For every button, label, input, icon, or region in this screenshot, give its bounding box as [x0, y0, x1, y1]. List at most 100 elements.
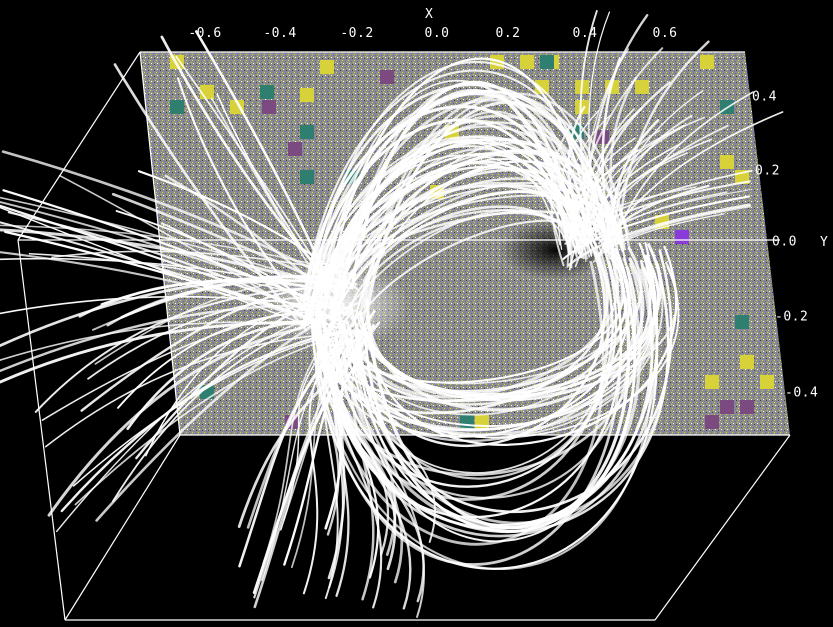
field-line [578, 180, 751, 239]
field-line [0, 295, 326, 315]
field-line [95, 301, 361, 522]
field-line [318, 324, 437, 543]
magnetogram-patch [540, 55, 554, 69]
y-tick-label: 0.0 [772, 234, 797, 250]
magnetogram-patch [740, 400, 754, 414]
field-line [7, 211, 321, 319]
field-line [302, 344, 337, 595]
field-line [322, 317, 348, 600]
x-tick-label: -0.6 [188, 26, 222, 41]
magnetogram-patch [635, 80, 649, 94]
magnetogram-patch [705, 415, 719, 429]
field-line [160, 35, 344, 298]
field-line [557, 110, 600, 250]
field-line [590, 124, 686, 246]
field-line [313, 251, 609, 415]
field-line [55, 317, 312, 533]
field-line [337, 266, 642, 529]
magnetogram-patch [740, 355, 754, 369]
field-line [175, 55, 357, 327]
magnetogram-patch [705, 375, 719, 389]
field-line [253, 346, 362, 609]
magnetogram-patch [460, 415, 474, 429]
magnetogram-patch [300, 170, 314, 184]
field-line [336, 209, 568, 329]
y-tick-label: 0.4 [752, 89, 777, 105]
field-line [80, 286, 309, 412]
x-tick-label: 0.4 [572, 26, 598, 41]
field-line [44, 332, 345, 448]
magnetogram-patch [720, 155, 734, 169]
magnetic-field-lines [0, 10, 784, 618]
magnetogram-patch [675, 230, 689, 244]
field-line [567, 203, 751, 267]
field-line [324, 311, 404, 584]
field-line [324, 347, 369, 530]
field-line [111, 192, 330, 286]
field-line [1, 150, 327, 278]
magnetogram-patch [170, 100, 184, 114]
field-line [316, 263, 670, 533]
magnetogram-patch [262, 100, 276, 114]
field-line [362, 205, 583, 283]
magnetogram-patch [260, 85, 274, 99]
field-line [346, 266, 658, 437]
field-line [366, 245, 678, 446]
y-tick-label: -0.2 [775, 309, 809, 325]
field-line [161, 222, 349, 332]
field-line [330, 339, 412, 610]
field-line [605, 90, 704, 243]
field-line [283, 310, 376, 566]
x-tick-label: -0.4 [263, 26, 297, 41]
field-line [595, 205, 752, 258]
field-line [0, 196, 322, 285]
field-line [564, 169, 753, 245]
field-line [58, 174, 314, 322]
magnetogram-patch [300, 88, 314, 102]
field-line [581, 129, 661, 253]
y-tick-label: -0.4 [785, 385, 819, 401]
field-line [592, 213, 726, 263]
magnetogram-patch [720, 400, 734, 414]
field-line [568, 149, 639, 256]
magnetogram-patch [320, 60, 334, 74]
field-line [585, 14, 649, 248]
magnetogram-patch [520, 55, 534, 69]
x-tick-label: 0.0 [424, 26, 450, 41]
magnetogram-patch [700, 55, 714, 69]
field-line [362, 264, 636, 533]
field-line [345, 246, 643, 393]
field-line [2, 189, 347, 316]
y-axis-title: Y [820, 235, 828, 250]
field-line [330, 168, 624, 308]
field-line [137, 170, 360, 292]
field-line [0, 251, 309, 321]
field-line [145, 297, 327, 457]
field-line [613, 114, 693, 231]
field-line [87, 296, 333, 380]
field-line [331, 339, 397, 571]
magnetogram-patch [760, 375, 774, 389]
field-line [593, 138, 713, 237]
magnetogram-patch [380, 70, 394, 84]
x-tick-label: -0.2 [340, 26, 374, 41]
x-tick-label: 0.6 [652, 26, 678, 41]
field-line [327, 323, 372, 580]
x-axis-title: X [425, 7, 433, 22]
field-line [194, 30, 333, 289]
field-line [326, 79, 570, 283]
magnetogram-patch [288, 142, 302, 156]
field-line [609, 91, 754, 255]
x-tick-label: 0.2 [495, 26, 521, 41]
field-line [60, 328, 348, 513]
field-line [609, 76, 637, 245]
field-line [562, 195, 751, 260]
field-line [597, 191, 728, 245]
field-line [324, 345, 425, 603]
field-line [321, 142, 585, 287]
field-line [596, 111, 784, 258]
magnetogram-patch [575, 100, 589, 114]
magnetogram-patch [300, 125, 314, 139]
field-line [176, 77, 313, 319]
